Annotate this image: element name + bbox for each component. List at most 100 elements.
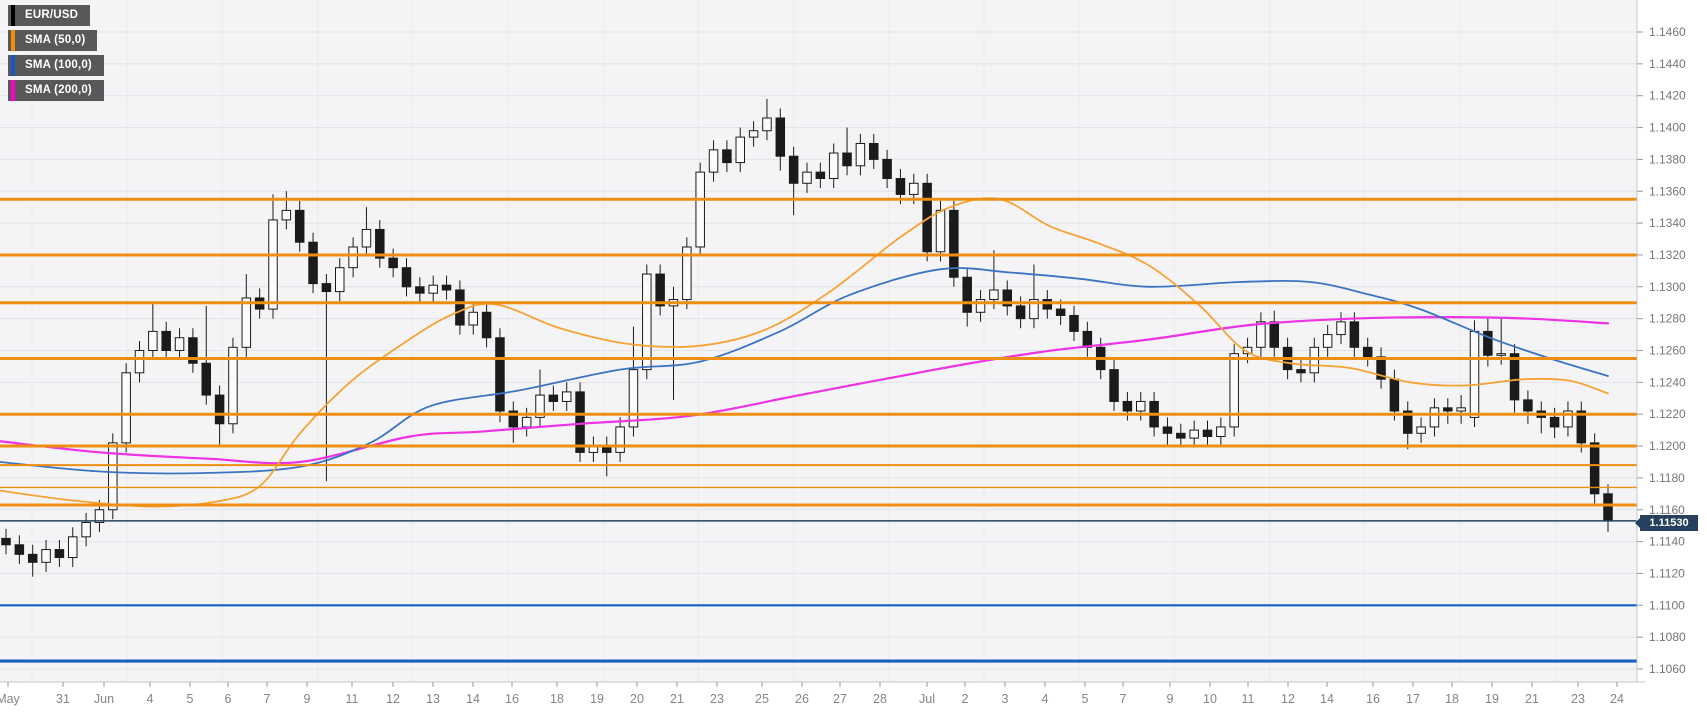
bullish-candle-body [174, 337, 185, 352]
legend-item-sma50[interactable]: SMA (50,0) [8, 30, 98, 51]
price-axis-label: 1.1080 [1649, 630, 1686, 644]
time-axis-label: 13 [426, 692, 440, 706]
bullish-candle-body [134, 350, 145, 374]
bearish-candle-body [495, 337, 505, 412]
bearish-candle-body [1042, 299, 1053, 310]
bearish-candle-body [1349, 321, 1360, 348]
bearish-candle-body [1069, 314, 1079, 332]
price-axis-label: 1.1120 [1649, 566, 1685, 580]
price-axis-label: 1.1440 [1649, 57, 1686, 71]
time-axis-label: 18 [1445, 692, 1459, 706]
bullish-candle-body [1429, 407, 1440, 428]
time-axis-label: 25 [755, 692, 769, 706]
bearish-candle-body [655, 273, 665, 307]
bearish-candle-body [201, 362, 211, 396]
legend-item-eurusd[interactable]: EUR/USD [8, 5, 91, 26]
time-axis-label: 26 [795, 692, 809, 706]
price-axis-label: 1.1100 [1649, 598, 1685, 612]
legend-item-sma200[interactable]: SMA (200,0) [8, 80, 104, 101]
bullish-candle-body [1456, 407, 1466, 412]
bearish-candle-body [1055, 308, 1066, 316]
bullish-candle-body [241, 297, 252, 348]
bearish-candle-body [1296, 369, 1306, 374]
bearish-candle-body [388, 257, 398, 269]
bullish-candle-body [1029, 299, 1039, 320]
time-axis-label: 12 [386, 692, 400, 706]
bullish-candle-body [1136, 400, 1146, 412]
series-color-swatch [11, 30, 15, 51]
bearish-candle-body [1269, 321, 1279, 348]
bullish-candle-body [121, 372, 131, 444]
bearish-candle-body [1362, 346, 1373, 358]
time-axis-label: 3 [1002, 692, 1009, 706]
bullish-candle-body [108, 442, 118, 511]
bullish-candle-body [468, 311, 478, 326]
bullish-candle-body [521, 416, 532, 428]
bullish-candle-body [975, 299, 986, 313]
time-axis-label: 16 [1366, 692, 1380, 706]
bullish-candle-body [81, 521, 91, 538]
sma50-line [0, 197, 1609, 508]
bullish-candle-body [628, 369, 639, 428]
bullish-candle-body [68, 536, 78, 559]
bullish-candle-body [1469, 330, 1480, 418]
bearish-candle-body [1202, 429, 1213, 437]
time-axis-label: 20 [630, 692, 644, 706]
time-axis-label: 7 [1120, 692, 1127, 706]
bearish-candle-body [1443, 407, 1453, 412]
time-axis-label: 5 [187, 692, 194, 706]
current-price-badge: 1.11530 [1635, 515, 1698, 531]
time-axis-label: 4 [1042, 692, 1049, 706]
legend-item-label: SMA (100,0) [25, 59, 92, 71]
bearish-candle-body [949, 209, 959, 278]
legend-item-sma100[interactable]: SMA (100,0) [8, 55, 104, 76]
bearish-candle-body [415, 286, 425, 294]
bearish-candle-body [1082, 330, 1093, 348]
time-axis-label: 14 [466, 692, 480, 706]
bearish-candle-body [1523, 399, 1533, 412]
price-axis-label: 1.1420 [1649, 89, 1686, 103]
time-axis-label: 9 [1167, 692, 1174, 706]
bearish-candle-body [161, 330, 171, 352]
time-axis-label: 5 [1082, 692, 1089, 706]
bullish-candle-body [348, 246, 358, 269]
time-axis-label: May [0, 692, 21, 706]
bullish-candle-body [1229, 353, 1239, 428]
bearish-candle-body [895, 178, 906, 195]
bullish-candle-body [561, 391, 572, 402]
bearish-candle-body [842, 152, 852, 167]
bullish-candle-body [828, 152, 839, 180]
plot-background [0, 0, 1637, 682]
bullish-candle-body [682, 246, 692, 301]
bearish-candle-body [14, 544, 25, 555]
bullish-candle-body [1309, 346, 1320, 374]
legend-item-label: EUR/USD [25, 9, 79, 21]
bullish-candle-body [762, 117, 772, 132]
time-axis-label: 28 [873, 692, 887, 706]
bullish-candle-body [1256, 321, 1266, 348]
bearish-candle-body [481, 311, 492, 339]
time-axis-label: 4 [147, 692, 154, 706]
bearish-candle-body [1483, 330, 1493, 356]
bullish-candle-body [1563, 410, 1573, 428]
series-color-swatch [11, 5, 15, 26]
bullish-candle-body [148, 330, 158, 352]
time-axis-label: 23 [710, 692, 724, 706]
time-axis-label: Jun [94, 692, 114, 706]
bearish-candle-body [1015, 305, 1026, 320]
bullish-candle-body [535, 394, 545, 418]
bullish-candle-body [94, 509, 105, 523]
bullish-candle-body [748, 130, 759, 138]
bullish-candle-body [1336, 321, 1346, 336]
bullish-candle-body [281, 209, 292, 221]
bullish-candle-body [361, 228, 372, 248]
bearish-candle-body [1002, 289, 1012, 307]
bearish-candle-body [882, 158, 892, 180]
time-axis-label: 11 [346, 692, 359, 706]
price-axis-label: 1.1140 [1649, 535, 1685, 549]
chart-legend: EUR/USD SMA (50,0) SMA (100,0) SMA (200,… [8, 5, 104, 105]
price-axis-label: 1.1320 [1649, 248, 1686, 262]
bearish-candle-body [1589, 442, 1600, 495]
